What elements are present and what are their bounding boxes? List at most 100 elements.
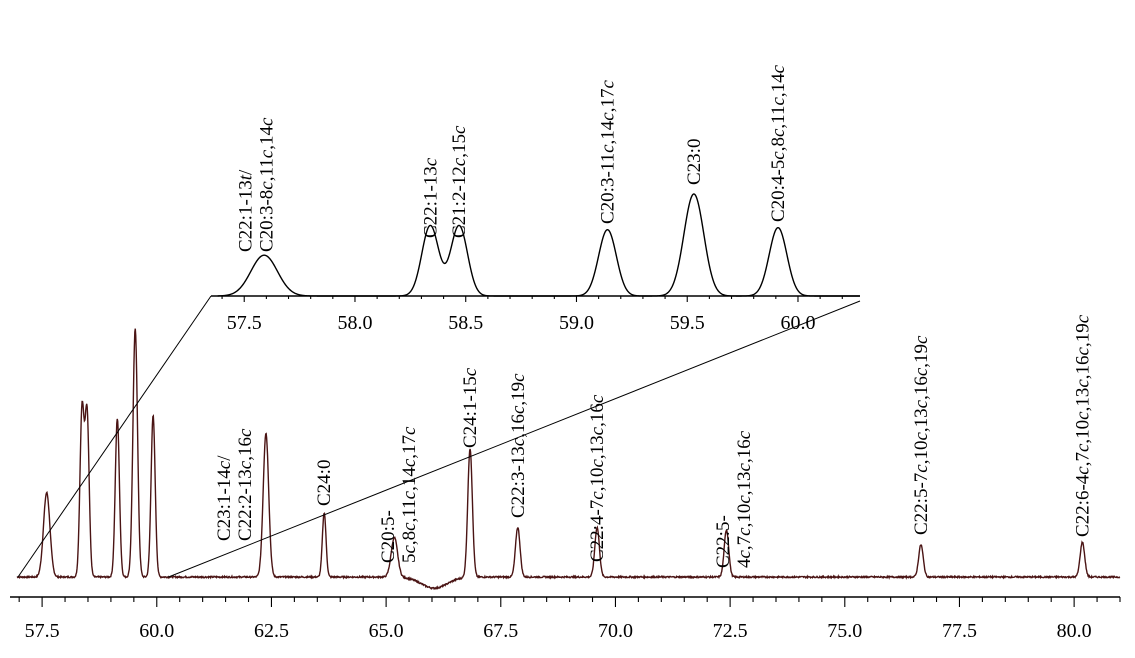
label-fragment: C22:6-4 bbox=[1072, 474, 1093, 537]
label-fragment: ,15 bbox=[449, 134, 470, 158]
label-fragment: c bbox=[399, 426, 420, 435]
label-fragment: ,16 bbox=[911, 376, 932, 400]
label-fragment: c bbox=[734, 462, 755, 471]
label-fragment: ,10 bbox=[734, 504, 755, 528]
label-fragment: C23:0 bbox=[684, 139, 705, 185]
main-tick-label: 77.5 bbox=[942, 620, 977, 642]
label-fragment: C20:4-5 bbox=[768, 160, 789, 222]
label-fragment: c bbox=[449, 125, 470, 134]
inset-peak-label-line: C22:1-13t/ bbox=[235, 169, 256, 252]
label-fragment: c bbox=[1072, 411, 1093, 420]
inset-peak-label: C20:4-5c,8c,11c,14c bbox=[768, 64, 789, 222]
inset-peak-label: C22:1-13t/C20:3-8c,11c,14c bbox=[235, 117, 277, 252]
label-fragment: c bbox=[768, 97, 789, 106]
label-fragment: C24:0 bbox=[314, 460, 335, 506]
label-fragment: c bbox=[911, 367, 932, 376]
inset-peak-label: C23:0 bbox=[684, 139, 705, 185]
label-fragment: c bbox=[1072, 443, 1093, 452]
label-fragment: c bbox=[598, 80, 619, 89]
main-peak-label-line: C22:5- bbox=[713, 515, 734, 568]
label-fragment: ,14 bbox=[256, 126, 277, 150]
label-fragment: c bbox=[768, 128, 789, 137]
label-fragment: ,14 bbox=[768, 73, 789, 97]
label-fragment: c bbox=[911, 335, 932, 344]
label-fragment: C22:5-7 bbox=[911, 473, 932, 535]
label-fragment: C20:3-8 bbox=[256, 190, 277, 252]
label-fragment: ,11 bbox=[399, 499, 420, 522]
main-peak-label: C23:1-14c/C22:2-13c,16c bbox=[214, 428, 256, 541]
label-fragment: c bbox=[214, 460, 235, 469]
label-fragment: c bbox=[235, 460, 256, 469]
main-peak-label-line: C20:5- bbox=[378, 510, 399, 563]
inset-peak-label: C20:3-11c,14c,17c bbox=[598, 80, 619, 224]
inset-peak-label-line: C20:3-11c,14c,17c bbox=[598, 80, 619, 224]
inset-tick-label: 57.5 bbox=[227, 312, 262, 334]
main-peak-label-line: C24:1-15c bbox=[460, 367, 481, 448]
label-fragment: c bbox=[1072, 379, 1093, 388]
main-tick-label: 67.5 bbox=[483, 620, 518, 642]
label-fragment: ,19 bbox=[911, 344, 932, 368]
inset-peak-label: C22:1-13c bbox=[420, 157, 441, 238]
main-peak-label: C22:4-7c,10c,13c,16c bbox=[587, 394, 608, 562]
label-fragment: C22:5- bbox=[713, 515, 734, 568]
label-fragment: c bbox=[508, 437, 529, 446]
label-fragment: c bbox=[911, 432, 932, 441]
label-fragment: c bbox=[587, 491, 608, 500]
label-fragment: C24:1-15 bbox=[460, 376, 481, 448]
inset-tick-label: 58.5 bbox=[448, 312, 483, 334]
zoom-line-right bbox=[168, 300, 861, 578]
main-peak-label: C24:0 bbox=[314, 460, 335, 506]
label-fragment: ,17 bbox=[598, 89, 619, 113]
main-peak-label-line: C22:6-4c,7c,10c,13c,16c,19c bbox=[1072, 314, 1093, 537]
main-tick-label: 60.0 bbox=[139, 620, 174, 642]
label-fragment: ,10 bbox=[1072, 420, 1093, 444]
main-peak-label-line: C22:3-13c,16c,19c bbox=[508, 373, 529, 518]
main-peak-label-line: C22:2-13c,16c bbox=[235, 428, 256, 541]
main-peak-label-line: 4c,7c,10c,13c,16c bbox=[734, 430, 755, 568]
label-fragment: c bbox=[587, 426, 608, 435]
label-fragment: c bbox=[734, 495, 755, 504]
inset-peak-label-line: C21:2-12c,15c bbox=[449, 125, 470, 238]
label-fragment: c bbox=[1072, 314, 1093, 323]
label-fragment: ,14 bbox=[598, 120, 619, 144]
label-fragment: 5 bbox=[399, 554, 420, 564]
main-tick-label: 57.5 bbox=[25, 620, 60, 642]
label-fragment: c bbox=[768, 151, 789, 160]
label-fragment: c bbox=[734, 550, 755, 559]
label-fragment: c bbox=[598, 144, 619, 153]
label-fragment: c bbox=[449, 157, 470, 166]
label-fragment: t bbox=[235, 174, 256, 180]
main-peak-label-line: C22:4-7c,10c,13c,16c bbox=[587, 394, 608, 562]
label-fragment: c bbox=[1072, 466, 1093, 475]
main-tick-label: 72.5 bbox=[713, 620, 748, 642]
main-peak-label: C22:6-4c,7c,10c,13c,16c,19c bbox=[1072, 314, 1093, 537]
label-fragment: c bbox=[460, 367, 481, 376]
label-fragment: ,7 bbox=[734, 536, 755, 550]
label-fragment: C20:3-11 bbox=[598, 153, 619, 224]
label-fragment: / bbox=[235, 169, 256, 175]
main-peak-label-line: 5c,8c,11c,14c,17c bbox=[399, 426, 420, 563]
label-fragment: c bbox=[235, 428, 256, 437]
label-fragment: ,7 bbox=[1072, 452, 1093, 466]
main-tick-label: 75.0 bbox=[827, 620, 862, 642]
main-peak-label: C24:1-15c bbox=[460, 367, 481, 448]
label-fragment: C22:3-13 bbox=[508, 446, 529, 518]
label-fragment: c bbox=[256, 149, 277, 158]
main-peak-label-line: C23:1-14c/ bbox=[214, 455, 235, 541]
main-tick-label: 80.0 bbox=[1057, 620, 1092, 642]
label-fragment: c bbox=[911, 464, 932, 473]
label-fragment: C22:1-13 bbox=[235, 180, 256, 252]
label-fragment: 4 bbox=[734, 558, 755, 568]
label-fragment: c bbox=[399, 522, 420, 531]
inset-chromatogram: 57.5 58.0 58.5 59.0 59.5 60.0C22:1-13t/C20:3-… bbox=[211, 64, 860, 334]
label-fragment: ,19 bbox=[508, 382, 529, 406]
label-fragment: c bbox=[399, 490, 420, 499]
label-fragment: ,8 bbox=[399, 531, 420, 545]
main-peak-label: C20:5- 5c,8c,11c,14c,17c bbox=[378, 426, 420, 563]
label-fragment: ,13 bbox=[911, 408, 932, 432]
label-fragment: ,16 bbox=[734, 439, 755, 463]
label-fragment: ,13 bbox=[1072, 388, 1093, 412]
label-fragment: ,13 bbox=[587, 435, 608, 459]
label-fragment: c bbox=[911, 399, 932, 408]
